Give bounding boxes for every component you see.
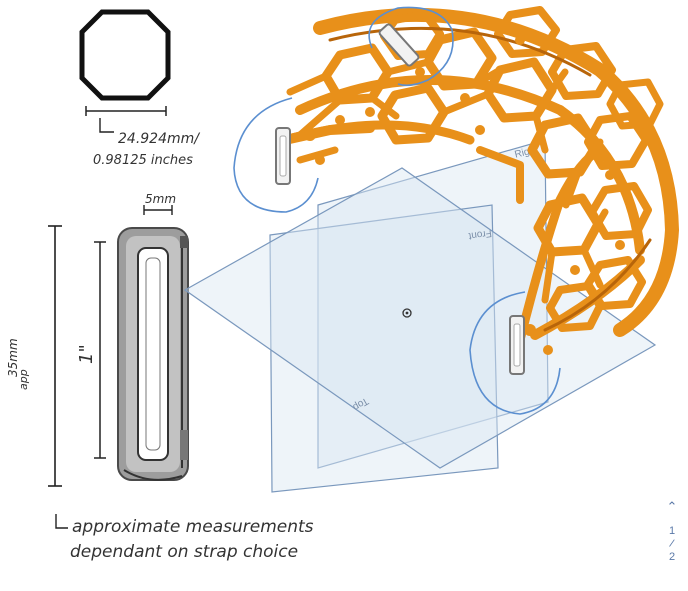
- clip-sketch: [117, 227, 189, 481]
- height-label: 35mm: [6, 338, 20, 377]
- page-separator: /: [668, 537, 676, 551]
- inner-label: 1": [76, 344, 97, 364]
- origin-marker: [402, 308, 412, 318]
- height-label-sub: app: [17, 369, 30, 390]
- helmet-strap-clips: [275, 23, 525, 375]
- octagon-shape: [79, 9, 171, 101]
- annotation-circle-left: [233, 97, 319, 213]
- annotation-circles: [233, 6, 561, 415]
- annotation-circle-top: [368, 6, 454, 87]
- sketch-panel: 24.924mm/ 0.98125 inches 5mm 35mm app 1": [6, 9, 314, 562]
- right-plane: [317, 139, 549, 469]
- plane-label-front: Front: [468, 227, 493, 241]
- chevron-up-icon[interactable]: ⌃: [666, 499, 678, 514]
- reference-planes: Right Front Top: [183, 139, 657, 493]
- front-plane: [269, 204, 499, 493]
- leader-arrow: [99, 118, 114, 133]
- octagon-measure-in: 0.98125 inches: [93, 153, 193, 168]
- note-arrow: [55, 514, 68, 529]
- octagon-measure-mm: 24.924mm/: [118, 131, 200, 147]
- width-label: 5mm: [145, 192, 176, 206]
- annotation-circle-bottom: [469, 291, 561, 415]
- page-navigator: ⌃ 1 / 2: [662, 500, 682, 582]
- note-line-2: dependant on strap choice: [70, 542, 298, 562]
- top-plane: [183, 167, 657, 469]
- clip-top: [378, 23, 420, 67]
- current-page: 1: [668, 525, 676, 537]
- total-pages: 2: [668, 551, 676, 563]
- note-line-1: approximate measurements: [72, 517, 314, 537]
